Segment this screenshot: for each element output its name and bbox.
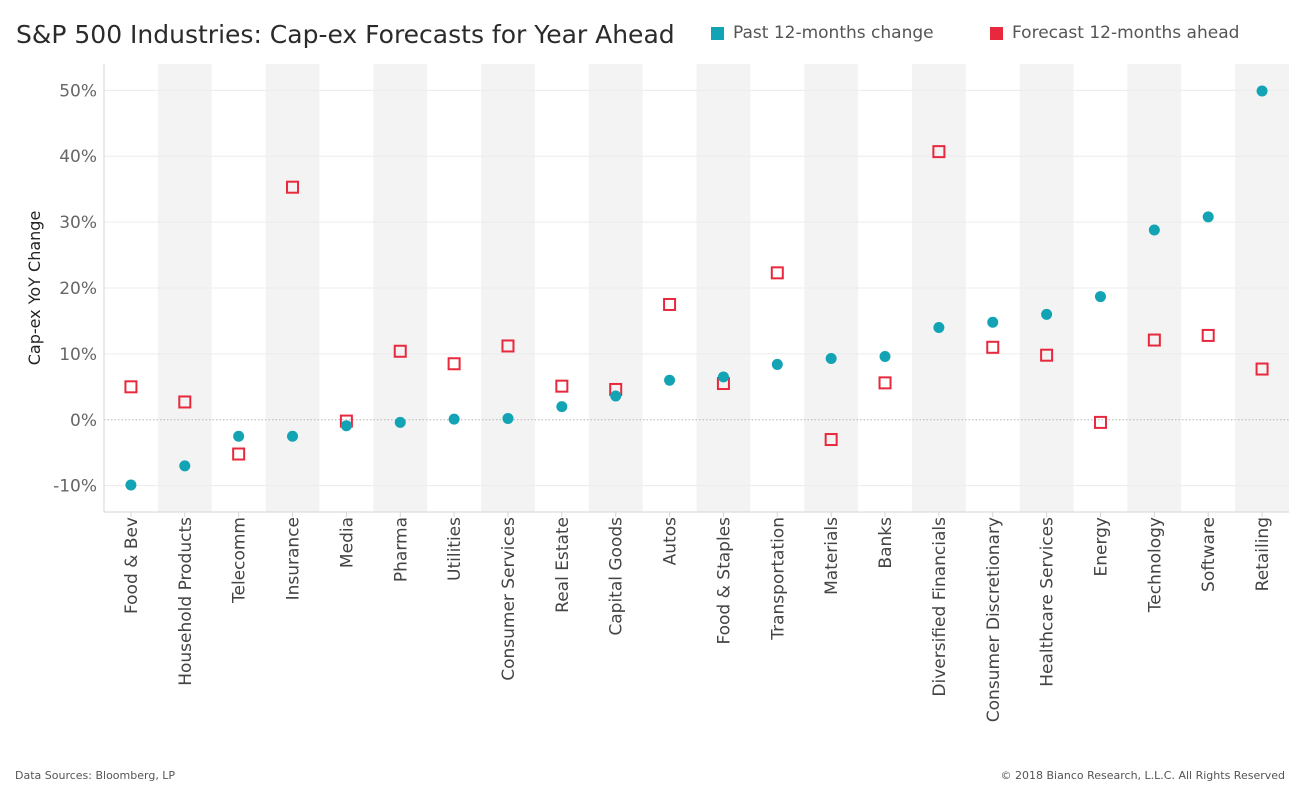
past-point [556, 401, 568, 413]
past-point [1256, 85, 1268, 97]
forecast-point [1093, 415, 1107, 429]
forecast-point [663, 297, 677, 311]
past-point [825, 352, 837, 364]
forecast-point [824, 433, 838, 447]
y-tick-label: 40% [59, 147, 97, 167]
forecast-point [555, 379, 569, 393]
x-tick-label: Software [1199, 517, 1219, 592]
legend-item-past: Past 12-months change [711, 22, 934, 44]
forecast-point [1147, 333, 1161, 347]
past-point [1148, 224, 1160, 236]
x-tick-label: Materials [822, 517, 842, 595]
y-tick-label: 0% [70, 411, 97, 431]
y-tick-label: -10% [53, 477, 97, 497]
forecast-point [1255, 362, 1269, 376]
past-point [771, 358, 783, 370]
forecast-point [878, 376, 892, 390]
x-tick-label: Capital Goods [607, 517, 627, 636]
y-tick-label: 50% [59, 81, 97, 101]
forecast-point [1040, 348, 1054, 362]
past-point [287, 430, 299, 442]
x-tick-label: Retailing [1253, 517, 1273, 591]
x-tick-label: Food & Bev [122, 517, 142, 614]
copyright-note: © 2018 Bianco Research, L.L.C. All Right… [1000, 769, 1285, 782]
x-tick-label: Media [337, 517, 357, 568]
legend-item-forecast: Forecast 12-months ahead [990, 22, 1239, 44]
past-point [717, 371, 729, 383]
data-source-note: Data Sources: Bloomberg, LP [15, 769, 176, 782]
x-tick-label: Autos [661, 517, 681, 565]
past-point [1041, 308, 1053, 320]
past-point [125, 479, 137, 491]
legend-swatch-past [711, 26, 724, 40]
past-point [933, 322, 945, 334]
past-point [233, 430, 245, 442]
y-tick-label: 20% [59, 279, 97, 299]
chart-title: S&P 500 Industries: Cap-ex Forecasts for… [16, 20, 675, 49]
legend-label-forecast: Forecast 12-months ahead [1012, 23, 1240, 43]
past-point [502, 412, 514, 424]
x-tick-label: Technology [1145, 517, 1165, 613]
forecast-point [178, 395, 192, 409]
forecast-point [501, 339, 515, 353]
past-point [879, 351, 891, 363]
past-point [610, 390, 622, 402]
x-tick-label: Insurance [284, 517, 304, 600]
forecast-point [124, 380, 138, 394]
legend-label-past: Past 12-months change [733, 23, 934, 43]
past-point [179, 460, 191, 472]
x-tick-label: Consumer Discretionary [984, 517, 1004, 722]
forecast-point [232, 447, 246, 461]
past-point [448, 413, 460, 425]
x-tick-label: Energy [1091, 517, 1111, 577]
past-point [987, 316, 999, 328]
x-tick-label: Pharma [391, 517, 411, 582]
forecast-point [770, 266, 784, 280]
past-point [1202, 211, 1214, 223]
x-tick-label: Telecomm [230, 517, 250, 604]
forecast-point [393, 344, 407, 358]
x-tick-label: Consumer Services [499, 517, 519, 681]
past-point [340, 420, 352, 432]
past-point [664, 374, 676, 386]
y-axis-title: Cap-ex YoY Change [25, 211, 44, 366]
legend-swatch-forecast [990, 26, 1003, 40]
x-tick-label: Transportation [768, 517, 788, 641]
forecast-point [1201, 328, 1215, 342]
x-tick-label: Diversified Financials [930, 517, 950, 697]
x-tick-label: Household Products [176, 517, 196, 686]
x-tick-label: Banks [876, 517, 896, 569]
y-tick-label: 30% [59, 213, 97, 233]
x-tick-label: Real Estate [553, 517, 573, 613]
x-tick-label: Food & Staples [714, 517, 734, 645]
forecast-point [447, 357, 461, 371]
y-tick-label: 10% [59, 345, 97, 365]
past-point [1094, 291, 1106, 303]
past-point [394, 416, 406, 428]
forecast-point [986, 340, 1000, 354]
forecast-point [286, 180, 300, 194]
x-tick-label: Utilities [445, 517, 465, 581]
x-tick-label: Healthcare Services [1038, 517, 1058, 687]
forecast-point [932, 145, 946, 159]
